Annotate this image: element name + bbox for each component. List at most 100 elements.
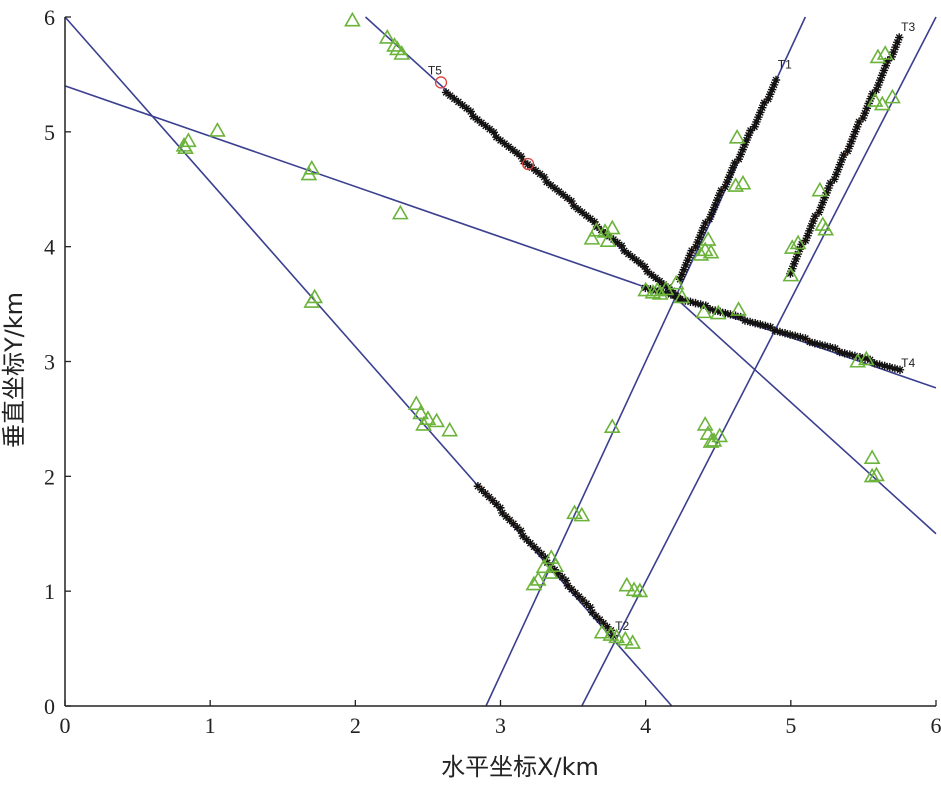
star-marker-shape <box>674 294 683 303</box>
star-marker-shape <box>756 320 765 329</box>
star-marker <box>728 163 738 172</box>
star-marker <box>759 98 769 108</box>
star-marker <box>640 262 650 271</box>
star-marker-shape <box>791 331 800 341</box>
star-marker <box>691 242 700 252</box>
star-marker-shape <box>745 317 755 327</box>
star-marker <box>567 585 576 594</box>
fit-lines <box>64 16 937 707</box>
star-marker <box>558 190 568 199</box>
star-marker-shape <box>850 351 860 361</box>
triangle-marker <box>407 395 425 411</box>
star-marker <box>771 75 781 85</box>
star-marker-shape <box>695 233 704 242</box>
star-marker <box>498 508 507 518</box>
star-marker-shape <box>699 223 708 232</box>
circle-marker <box>434 76 448 89</box>
star-marker-shape <box>891 42 900 52</box>
star-marker-shape <box>567 585 576 594</box>
triangle-marker <box>603 418 621 434</box>
star-marker <box>786 269 795 278</box>
triangle-marker <box>386 37 403 52</box>
star-marker <box>875 75 885 85</box>
star-marker <box>617 241 626 251</box>
star-marker-shape <box>577 208 587 217</box>
star-marker-shape <box>709 205 718 214</box>
star-marker-shape <box>893 38 902 47</box>
star-marker-shape <box>686 297 695 307</box>
star-marker <box>679 265 689 274</box>
star-marker-shape <box>651 273 660 283</box>
triangle-marker <box>783 239 801 254</box>
star-marker <box>830 175 839 184</box>
star-marker-shape <box>742 135 751 145</box>
star-marker <box>489 128 499 137</box>
ticks: 0 1 2 3 4 5 6 0 1 2 3 4 5 6 <box>44 5 941 738</box>
triangle-marker <box>303 293 321 308</box>
event-tracks <box>441 33 905 640</box>
star-marker <box>752 117 761 127</box>
star-marker <box>820 341 830 351</box>
star-marker <box>874 80 883 90</box>
star-marker-shape <box>469 112 478 121</box>
star-marker <box>516 526 526 536</box>
star-marker <box>883 56 892 65</box>
star-marker <box>740 140 749 150</box>
star-marker <box>766 322 775 332</box>
triangle-marker <box>441 421 459 437</box>
star-marker-shape <box>697 228 706 237</box>
star-marker-shape <box>508 145 518 155</box>
star-marker <box>734 154 744 164</box>
star-marker <box>785 330 795 339</box>
star-marker-shape <box>803 231 812 240</box>
triangle-marker <box>177 139 194 154</box>
star-marker <box>599 618 608 628</box>
star-marker <box>824 183 833 193</box>
star-marker <box>862 104 871 113</box>
star-marker <box>770 326 780 335</box>
star-marker-shape <box>498 508 507 518</box>
star-marker-shape <box>826 178 835 188</box>
star-marker <box>885 363 895 372</box>
star-marker-shape <box>754 112 763 122</box>
star-marker-shape <box>550 565 559 575</box>
star-marker <box>533 546 543 555</box>
star-marker <box>716 186 726 195</box>
star-marker <box>592 222 602 232</box>
star-marker <box>816 203 826 212</box>
triangle-marker <box>648 281 666 297</box>
star-marker-shape <box>505 515 514 525</box>
star-marker-shape <box>880 361 889 371</box>
star-marker <box>742 135 751 145</box>
star-marker <box>481 121 490 131</box>
star-marker-shape <box>481 121 490 131</box>
star-marker-shape <box>496 136 505 145</box>
star-marker-shape <box>862 104 871 113</box>
star-marker <box>591 611 601 621</box>
star-marker-shape <box>738 145 747 154</box>
star-marker-shape <box>588 608 597 617</box>
track-label: T5 <box>428 63 442 77</box>
star-marker <box>574 592 584 601</box>
triangle-marker <box>651 285 669 300</box>
triangle-marker <box>618 576 636 592</box>
star-marker-shape <box>775 327 785 337</box>
triangle-marker <box>573 506 591 522</box>
star-marker <box>793 249 803 259</box>
star-marker <box>537 549 546 559</box>
triangle-marker <box>696 416 714 431</box>
star-marker-shape <box>885 363 895 372</box>
star-marker-shape <box>736 312 745 322</box>
star-marker-shape <box>740 316 750 325</box>
star-marker <box>721 308 730 318</box>
star-marker-shape <box>441 88 451 97</box>
star-marker-shape <box>845 142 854 151</box>
star-marker-shape <box>824 183 833 193</box>
star-marker-shape <box>681 260 691 270</box>
triangle-marker <box>728 128 746 144</box>
triangle-marker <box>705 432 723 447</box>
star-marker <box>870 359 879 368</box>
star-marker-shape <box>764 94 773 104</box>
star-marker-shape <box>561 576 571 585</box>
star-marker-shape <box>875 75 885 85</box>
